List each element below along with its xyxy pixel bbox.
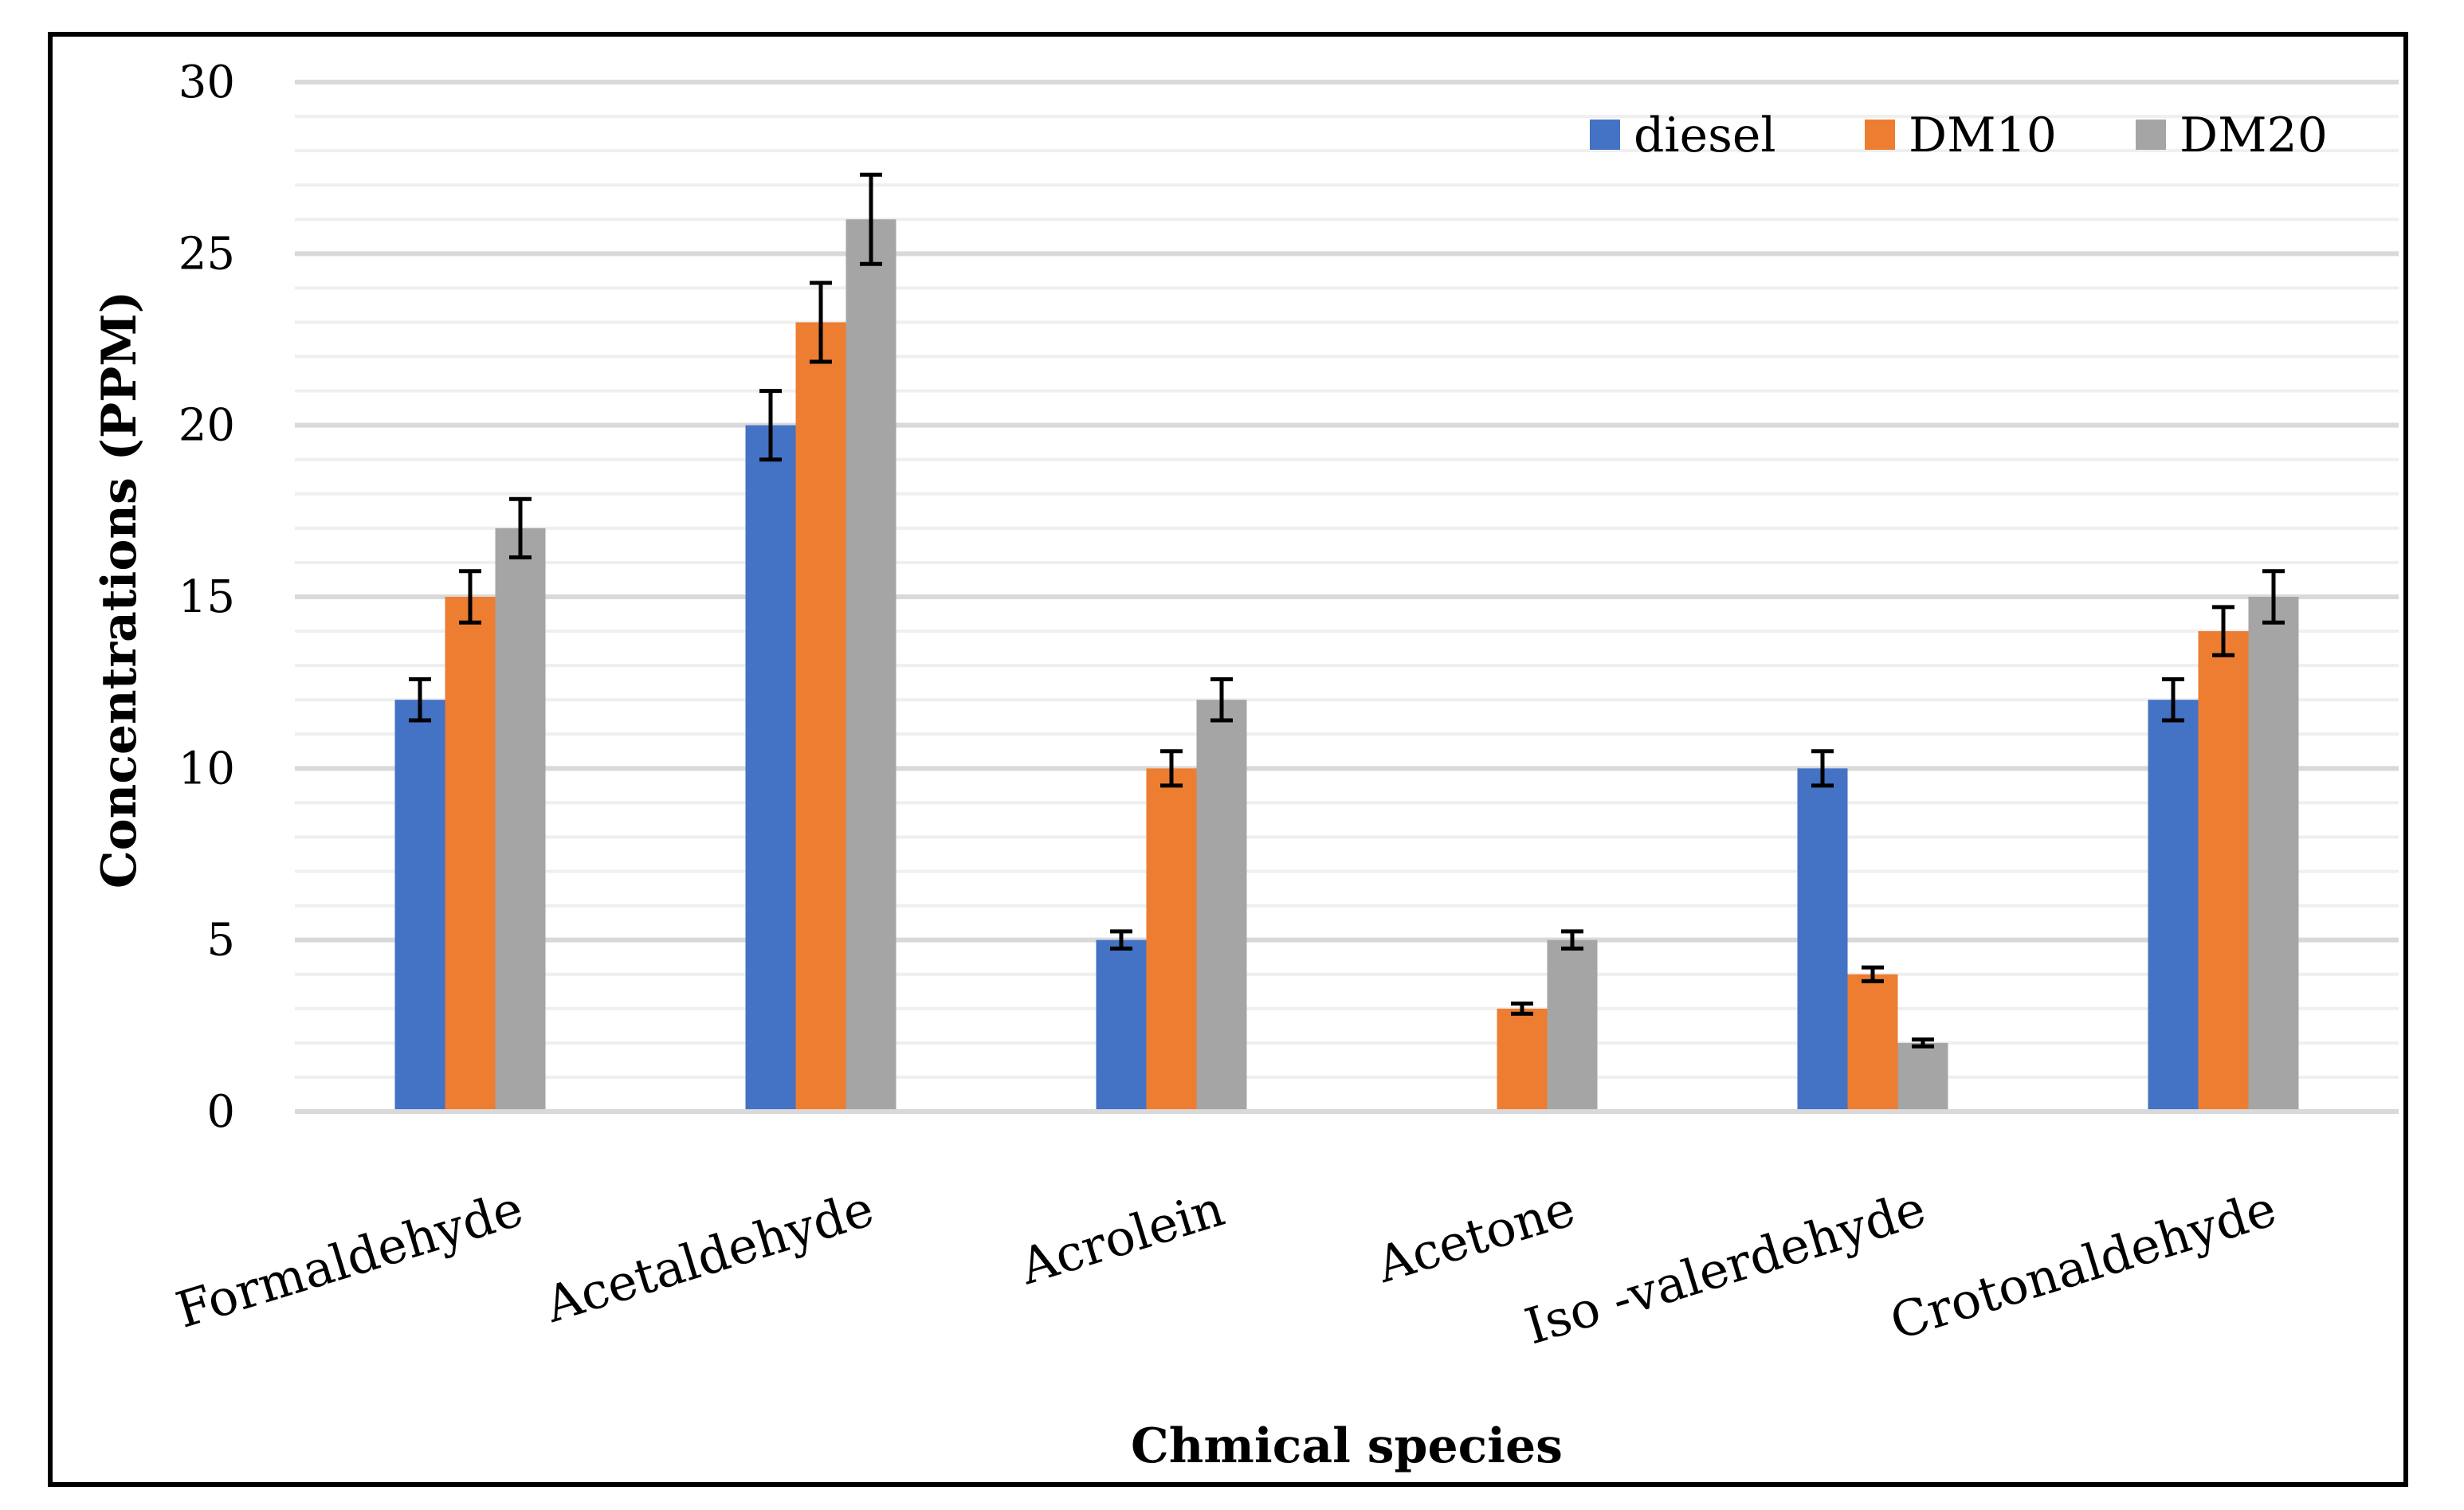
x-axis-title: Chmical species [1131, 1418, 1563, 1474]
bar-dm10-4 [1847, 974, 1898, 1112]
legend-item-dm10: DM10 [1865, 108, 2057, 163]
bar-dm10-1 [795, 322, 846, 1112]
bar-dm20-0 [495, 528, 546, 1112]
error-bar-dm10-0 [459, 569, 481, 625]
x-category-label: Iso -valerdehyde [1519, 1179, 1932, 1356]
bar-dm10-0 [445, 597, 496, 1112]
error-bar-dm20-3 [1561, 929, 1583, 951]
error-bar-diesel-0 [409, 677, 431, 723]
x-category-label: Acetaldehyde [538, 1179, 880, 1335]
bar-diesel-1 [745, 425, 796, 1112]
x-category-label: Acetone [1369, 1179, 1581, 1295]
error-bar-dm10-1 [810, 280, 832, 364]
y-tick-label: 20 [179, 400, 235, 452]
error-bar-diesel-1 [759, 389, 782, 462]
error-bar-dm20-1 [860, 172, 882, 266]
legend-item-dm20: DM20 [2136, 108, 2328, 163]
y-tick-label: 15 [179, 571, 235, 623]
bar-dm20-1 [846, 219, 897, 1112]
chart-frame [48, 32, 2408, 1487]
y-tick-label: 10 [179, 743, 235, 794]
bar-diesel-4 [1797, 768, 1848, 1112]
bar-dm20-3 [1547, 939, 1598, 1112]
error-bar-dm10-4 [1862, 965, 1884, 983]
x-category-label: Crotonaldehyde [1884, 1179, 2283, 1351]
x-category-label: Formaldehyde [170, 1179, 530, 1339]
bar-dm20-2 [1196, 700, 1247, 1112]
legend-swatch [2136, 120, 2166, 150]
x-category-label: Acrolein [1013, 1179, 1231, 1296]
y-tick-label: 30 [179, 57, 235, 108]
x-axis-category-labels: Formaldehyde Acetaldehyde Acrolein AcetoneI… [170, 1179, 2283, 1356]
bar-dm10-2 [1146, 768, 1197, 1112]
legend-swatch [1865, 120, 1895, 150]
error-bars [409, 172, 2285, 1049]
error-bar-diesel-5 [2162, 677, 2184, 723]
error-bar-dm20-0 [509, 496, 532, 559]
y-axis-ticks: 0 5 10 15 20 25 30 [179, 57, 235, 1138]
error-bar-dm10-5 [2212, 605, 2234, 657]
error-bar-diesel-2 [1110, 929, 1132, 951]
legend-label: DM10 [1909, 108, 2057, 163]
error-bar-dm20-5 [2262, 569, 2285, 625]
bar-dm10-5 [2198, 631, 2249, 1112]
y-tick-label: 5 [206, 915, 235, 967]
bar-diesel-2 [1096, 939, 1147, 1112]
bar-dm20-5 [2248, 597, 2299, 1112]
legend: diesel DM10 DM20 [1590, 108, 2328, 163]
bar-dm20-4 [1897, 1042, 1948, 1112]
error-bar-dm20-4 [1912, 1037, 1934, 1049]
gridlines [295, 80, 2399, 1079]
y-tick-label: 0 [206, 1086, 235, 1138]
bar-dm10-3 [1497, 1008, 1548, 1112]
error-bar-dm10-3 [1511, 1001, 1533, 1016]
legend-swatch [1590, 120, 1620, 150]
legend-label: DM20 [2180, 108, 2328, 163]
y-axis-title: Concentrations (PPM) [92, 291, 147, 888]
error-bar-dm20-2 [1210, 677, 1233, 723]
error-bar-dm10-2 [1160, 749, 1183, 788]
bars [394, 219, 2299, 1112]
bar-diesel-5 [2148, 700, 2199, 1112]
y-tick-label: 25 [179, 228, 235, 280]
legend-item-diesel: diesel [1590, 108, 1776, 163]
legend-label: diesel [1634, 108, 1776, 163]
bar-diesel-0 [394, 700, 445, 1112]
error-bar-diesel-4 [1811, 749, 1834, 788]
